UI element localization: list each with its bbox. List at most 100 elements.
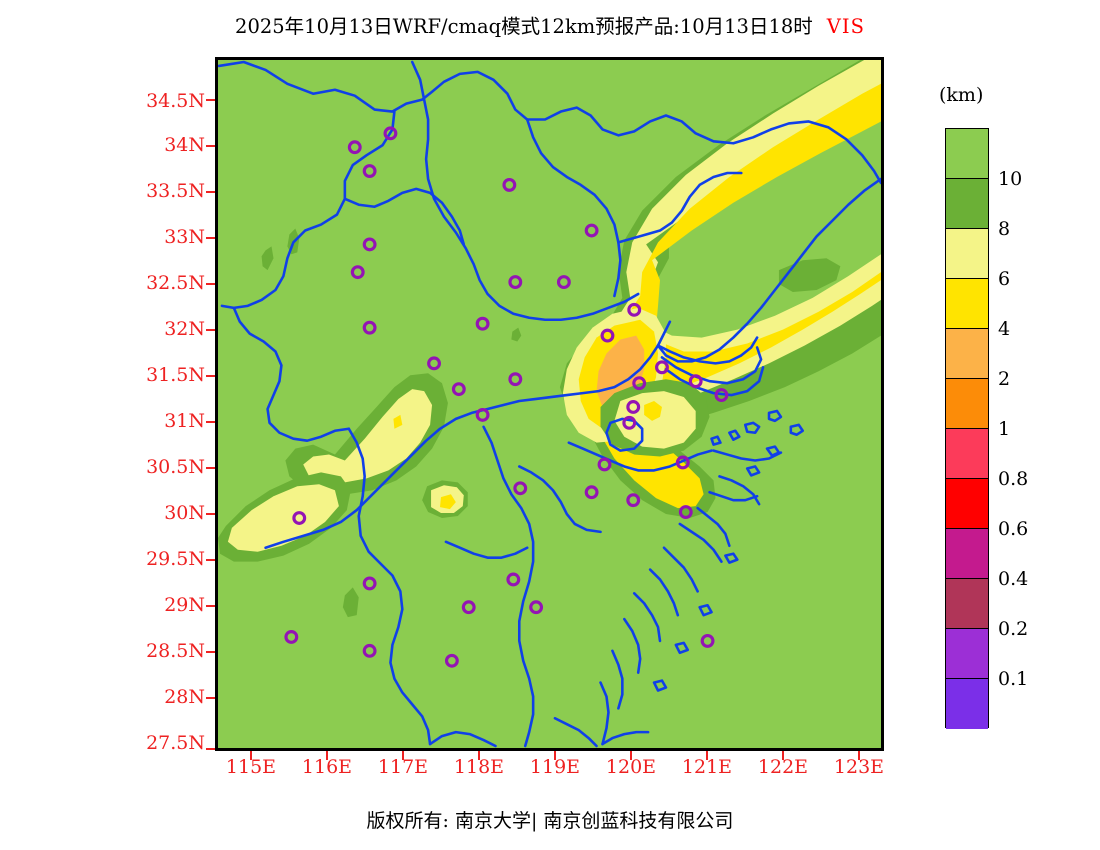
map-boundaries <box>218 60 881 748</box>
station-marker[interactable] <box>461 600 476 615</box>
contour-8to10-speck-south <box>342 587 359 618</box>
station-marker[interactable] <box>622 415 637 430</box>
map-canvas <box>218 60 881 748</box>
colorbar-band-1-2[interactable] <box>946 379 988 429</box>
station-marker[interactable] <box>451 382 466 397</box>
y-tick-label: 31N <box>164 410 205 432</box>
y-tick <box>206 99 215 101</box>
y-tick-label: 30N <box>164 502 205 524</box>
station-marker[interactable] <box>444 653 459 668</box>
y-tick <box>206 329 215 331</box>
x-tick-label: 119E <box>529 756 581 778</box>
title-variable: VIS <box>826 15 865 38</box>
station-marker[interactable] <box>362 576 377 591</box>
station-marker[interactable] <box>556 275 571 290</box>
station-marker[interactable] <box>350 265 365 280</box>
y-tick <box>206 605 215 607</box>
station-marker[interactable] <box>508 275 523 290</box>
colorbar-label: 0.4 <box>998 568 1029 590</box>
x-tick <box>706 751 708 760</box>
page-title: 2025年10月13日WRF/cmaq模式12km预报产品:10月13日18时 V… <box>0 10 1100 39</box>
colorbar-band-2-4[interactable] <box>946 329 988 379</box>
x-tick-label: 117E <box>377 756 429 778</box>
y-tick <box>206 467 215 469</box>
y-tick-label: 29N <box>164 594 205 616</box>
contour-6to8-anhui-sw <box>227 484 339 552</box>
colorbar-band-gt10[interactable] <box>946 129 988 179</box>
station-marker[interactable] <box>597 457 612 472</box>
colorbar-band-0.1-0.2[interactable] <box>946 629 988 679</box>
y-tick-label: 29.5N <box>146 548 205 570</box>
y-tick-label: 31.5N <box>146 364 205 386</box>
x-tick <box>478 751 480 760</box>
y-tick-label: 32.5N <box>146 272 205 294</box>
station-marker[interactable] <box>284 630 299 644</box>
station-marker[interactable] <box>529 600 544 615</box>
station-marker[interactable] <box>508 372 523 387</box>
colorbar-band-0.2-0.4[interactable] <box>946 579 988 629</box>
y-tick <box>206 421 215 423</box>
colorbar-band-8-10[interactable] <box>946 179 988 229</box>
station-marker[interactable] <box>632 376 647 391</box>
station-marker[interactable] <box>347 140 362 155</box>
station-marker[interactable] <box>513 481 528 496</box>
colorbar-band-0.6-0.8[interactable] <box>946 479 988 529</box>
x-tick-label: 121E <box>681 756 733 778</box>
y-tick-label: 34N <box>164 134 205 156</box>
station-marker[interactable] <box>383 126 398 141</box>
station-marker[interactable] <box>675 455 690 470</box>
station-marker[interactable] <box>714 388 729 403</box>
colorbar-band-4-6[interactable] <box>946 279 988 329</box>
station-marker[interactable] <box>362 164 377 178</box>
contour-6to8-hangzhoubay <box>614 391 696 449</box>
colorbar-band-6-8[interactable] <box>946 229 988 279</box>
station-marker[interactable] <box>600 328 615 343</box>
station-marker[interactable] <box>626 400 641 414</box>
station-marker[interactable] <box>506 572 521 587</box>
x-tick-label: 118E <box>453 756 505 778</box>
contour-8to10-speck-mid <box>511 327 522 342</box>
station-marker[interactable] <box>362 643 377 658</box>
y-tick <box>206 651 215 653</box>
y-tick-label: 33.5N <box>146 180 205 202</box>
y-tick <box>206 237 215 239</box>
station-marker[interactable] <box>502 177 517 192</box>
colorbar-unit-label: (km) <box>939 84 984 106</box>
contour-4to6-anhui-central-speck <box>393 414 403 429</box>
y-tick-label: 34.5N <box>146 90 205 112</box>
station-marker[interactable] <box>678 505 693 519</box>
colorbar[interactable] <box>945 128 989 729</box>
station-marker[interactable] <box>584 223 599 238</box>
y-tick-label: 30.5N <box>146 456 205 478</box>
x-tick <box>326 751 328 760</box>
colorbar-label: 0.2 <box>998 618 1029 640</box>
x-tick <box>630 751 632 760</box>
station-marker[interactable] <box>362 237 377 252</box>
station-marker[interactable] <box>475 316 490 331</box>
station-marker[interactable] <box>700 633 715 648</box>
copyright-footer: 版权所有: 南京大学| 南京创蓝科技有限公司 <box>366 810 734 832</box>
colorbar-band-0.8-1[interactable] <box>946 429 988 479</box>
title-main: 2025年10月13日WRF/cmaq模式12km预报产品:10月13日18时 <box>235 15 813 38</box>
station-marker[interactable] <box>362 320 377 335</box>
station-marker[interactable] <box>688 374 703 389</box>
station-marker[interactable] <box>475 407 490 422</box>
y-tick <box>206 513 215 515</box>
station-marker[interactable] <box>427 356 441 371</box>
station-marker[interactable] <box>292 511 307 525</box>
colorbar-label: 2 <box>998 368 1011 390</box>
y-tick-label: 28N <box>164 686 205 708</box>
station-marker[interactable] <box>655 360 669 375</box>
x-tick <box>250 751 252 760</box>
x-tick-label: 116E <box>301 756 353 778</box>
y-tick-label: 27.5N <box>146 732 205 754</box>
colorbar-band-0.4-0.6[interactable] <box>946 529 988 579</box>
contour-4to6-yellowsea <box>584 83 881 400</box>
station-marker[interactable] <box>626 493 641 508</box>
station-marker[interactable] <box>627 302 642 317</box>
x-tick-label: 123E <box>833 756 885 778</box>
colorbar-band-lt0.1[interactable] <box>946 679 988 729</box>
colorbar-label: 8 <box>998 218 1011 240</box>
station-marker[interactable] <box>584 485 599 500</box>
x-tick-label: 120E <box>605 756 657 778</box>
